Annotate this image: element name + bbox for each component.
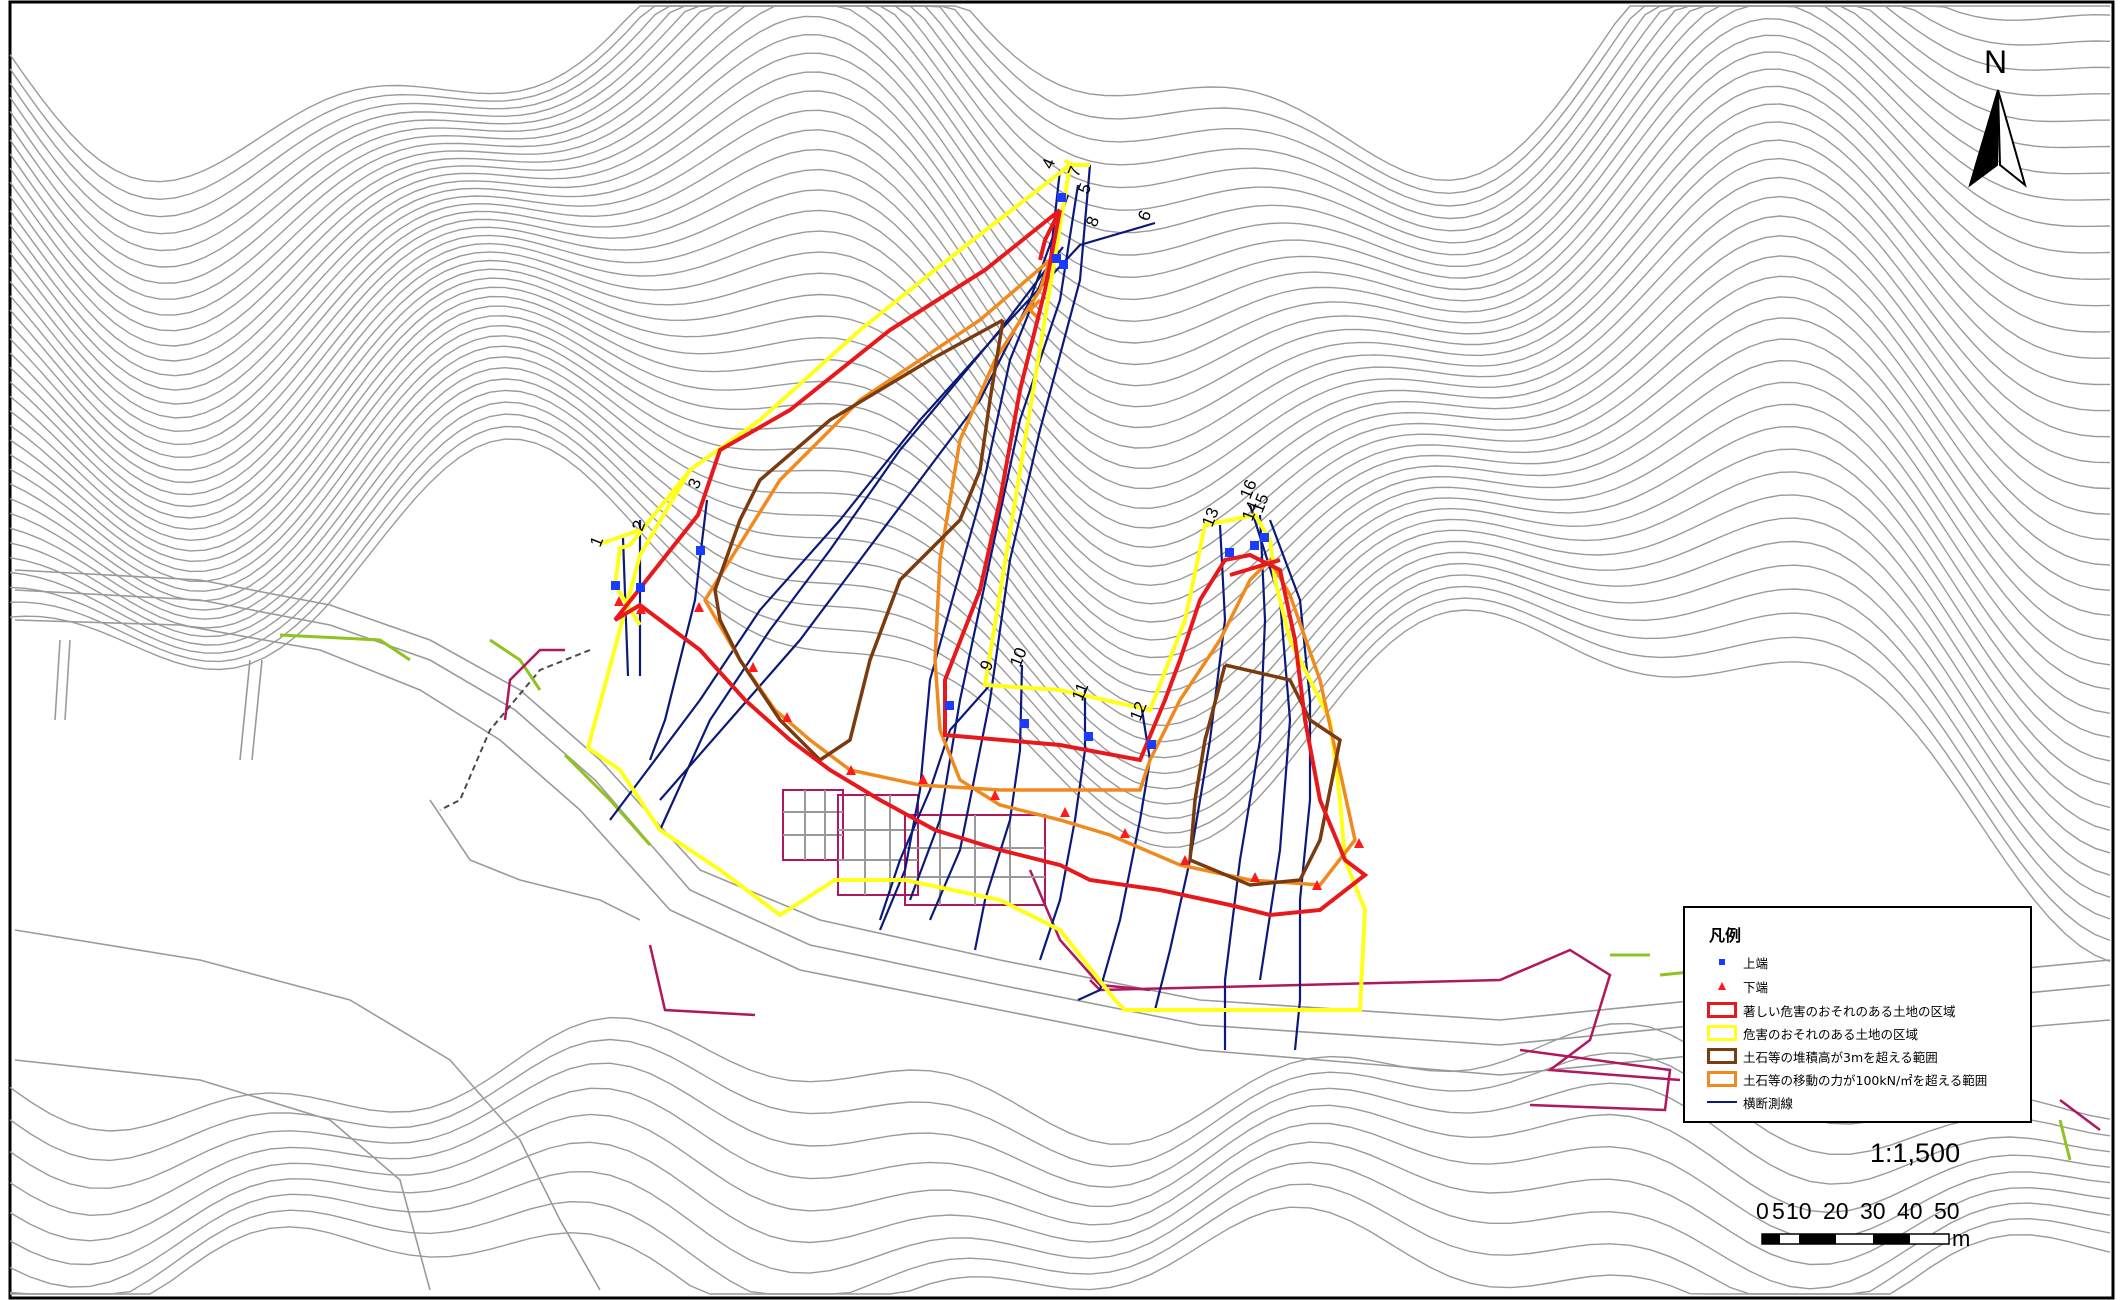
- contour-line: [9, 389, 2111, 876]
- legend-label: 著しい危害のおそれのある土地の区域: [1743, 1003, 1956, 1019]
- red-box-icon: [1707, 1002, 1737, 1018]
- yellow-box-icon: [1707, 1025, 1737, 1041]
- legend-item-orange-zone: 土石等の移動の力が100kN/㎡を超える範囲: [1707, 1069, 1987, 1089]
- lower-end-markers: [614, 596, 1364, 890]
- map-border: [8, 0, 2115, 1300]
- section-label: 1: [586, 534, 607, 550]
- contour-line: [9, 324, 2111, 738]
- contour-line: [9, 189, 2111, 490]
- upper-end-markers: [611, 193, 1269, 749]
- scale-ratio: 1:1,500: [1870, 1138, 1961, 1168]
- contour-line: [9, 52, 2111, 362]
- scale-tick-label: 40: [1897, 1198, 1923, 1224]
- scale-tick-label: 5: [1772, 1198, 1785, 1224]
- contour-line: [9, 15, 2111, 332]
- contour-line: [9, 295, 2111, 666]
- legend-item-red-zone: 著しい危害のおそれのある土地の区域: [1707, 1000, 1956, 1020]
- contour-line: [9, 230, 2111, 529]
- contour-line: [9, 168, 2111, 469]
- legend-label: 下端: [1743, 979, 1769, 995]
- red-triangle-icon: [1707, 978, 1737, 994]
- section-label: 6: [1134, 208, 1155, 224]
- scale-tick-label: 10: [1786, 1198, 1812, 1224]
- contour-line: [9, 305, 2111, 690]
- contour-line: [9, 277, 2111, 616]
- contour-line: [9, 5, 2111, 284]
- legend-item-yellow-zone: 危害のおそれのある土地の区域: [1707, 1023, 1918, 1043]
- legend-label: 土石等の移動の力が100kN/㎡を超える範囲: [1743, 1072, 1988, 1088]
- contour-line: [9, 401, 2111, 898]
- yellow-zone: [585, 158, 1368, 1012]
- legend-item-brown-zone: 土石等の堆積高が3mを超える範囲: [1707, 1046, 1938, 1066]
- legend-label: 危害のおそれのある土地の区域: [1743, 1026, 1919, 1042]
- contour-line: [9, 366, 2111, 831]
- contour-line: [9, 209, 2111, 510]
- contour-line: [9, 268, 2111, 591]
- contour-line: [9, 33, 2111, 347]
- survey-lines: [609, 164, 1312, 1051]
- contour-line: [9, 1062, 2111, 1189]
- contour-line: [9, 71, 2111, 377]
- north-label: N: [1984, 44, 2008, 80]
- scale-tick-label: 50: [1934, 1198, 1960, 1224]
- contour-line: [9, 335, 2111, 762]
- section-label: 11: [1068, 680, 1092, 703]
- contour-line: [9, 129, 2111, 429]
- scale-tick-label: 20: [1823, 1198, 1849, 1224]
- contour-line: [9, 378, 2111, 854]
- legend-item-survey-line: 横断測線: [1707, 1092, 1793, 1112]
- contour-line: [9, 5, 2110, 183]
- contour-line: [10, 425, 2111, 942]
- road-lines: [14, 569, 2111, 1291]
- legend-label: 横断測線: [1743, 1095, 1794, 1111]
- north-arrow-icon: [1968, 89, 2027, 188]
- brown-box-icon: [1707, 1048, 1737, 1064]
- facility-grid: [782, 789, 1046, 906]
- blue-square-icon: [1707, 954, 1737, 970]
- scale-tick-label: 0: [1756, 1198, 1769, 1224]
- contour-line: [9, 251, 2111, 549]
- contour-line: [9, 90, 2111, 391]
- legend-title: 凡例: [1709, 926, 1742, 945]
- contour-line: [9, 1141, 2111, 1266]
- railway-line: [439, 649, 591, 811]
- contour-line: [9, 286, 2111, 641]
- contour-line: [9, 1161, 2111, 1290]
- orange-box-icon: [1707, 1071, 1737, 1087]
- contour-line: [9, 109, 2111, 408]
- contour-line: [9, 356, 2111, 809]
- contour-line: [10, 1206, 2111, 1295]
- legend-item-lower-end: 下端: [1707, 976, 1768, 996]
- contour-line: [9, 315, 2111, 714]
- red-zone: [613, 208, 1369, 918]
- contour-line: [9, 259, 2111, 568]
- contour-line: [9, 148, 2110, 449]
- legend-label: 土石等の堆積高が3mを超える範囲: [1743, 1049, 1938, 1065]
- contour-line: [9, 413, 2111, 920]
- contour-line: [9, 5, 2111, 218]
- scale-unit: m: [1952, 1226, 1971, 1251]
- survey-line-icon: [1707, 1094, 1737, 1110]
- legend-box: 凡例 上端 下端 著しい危害のおそれのある土地の区域 危害のおそれのある土地の区…: [1683, 906, 2032, 1123]
- legend-label: 上端: [1743, 955, 1769, 971]
- contour-line: [9, 1087, 2111, 1217]
- contour-line: [9, 1113, 2111, 1242]
- contour-lines: [9, 5, 2111, 1295]
- legend-item-upper-end: 上端: [1707, 952, 1768, 972]
- contour-line: [9, 438, 2111, 963]
- contour-line: [9, 345, 2111, 785]
- section-label: 3: [684, 476, 705, 492]
- section-label: 4: [1038, 156, 1059, 172]
- contour-line: [9, 1038, 2111, 1168]
- scale-tick-label: 30: [1860, 1198, 1886, 1224]
- scale-bar: [1761, 1233, 1950, 1245]
